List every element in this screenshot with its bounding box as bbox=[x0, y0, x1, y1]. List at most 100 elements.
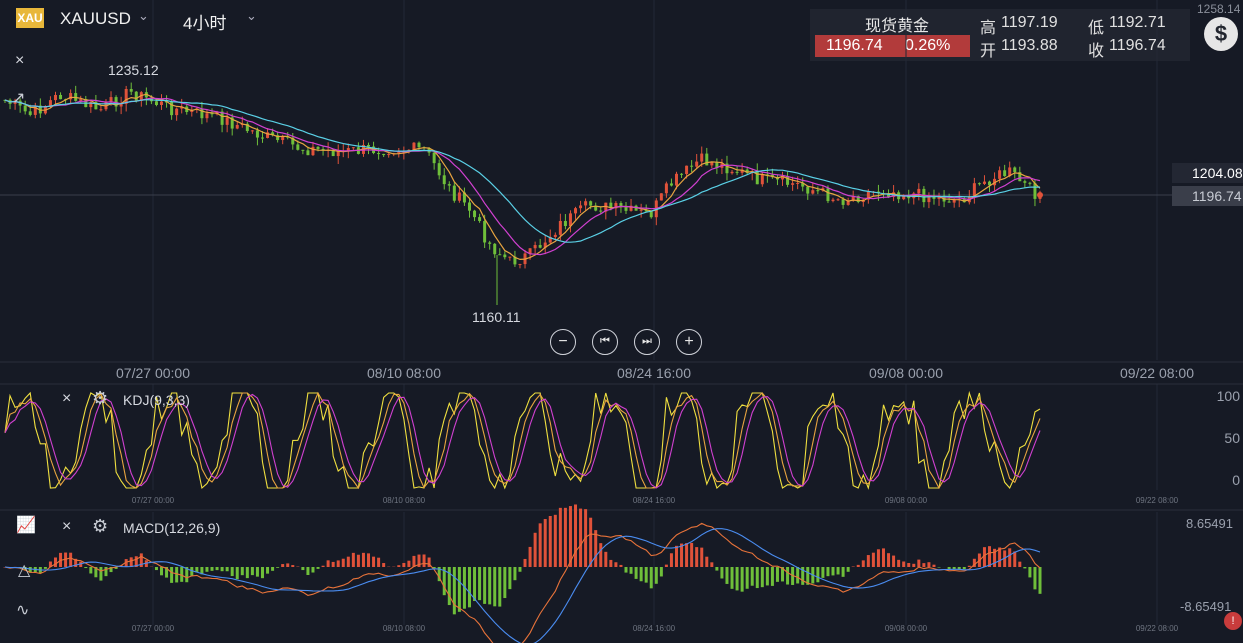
kdj-x-tick: 07/27 00:00 bbox=[132, 496, 175, 505]
macd-bar bbox=[1028, 567, 1032, 578]
drawing-tool-icon[interactable]: △ bbox=[18, 562, 31, 579]
candle-body bbox=[664, 183, 668, 194]
macd-bar bbox=[467, 567, 471, 608]
macd-bar bbox=[215, 567, 219, 571]
macd-bar bbox=[402, 562, 406, 567]
zoom-in-button[interactable]: + bbox=[676, 329, 702, 355]
macd-x-tick: 07/27 00:00 bbox=[132, 624, 175, 633]
candle-body bbox=[488, 242, 492, 244]
candle-body bbox=[710, 162, 714, 166]
candle-body bbox=[851, 196, 855, 201]
gear-icon[interactable]: ⚙ bbox=[92, 388, 109, 408]
candle-body bbox=[220, 111, 224, 125]
candle-body bbox=[887, 194, 891, 197]
candle-body bbox=[1023, 181, 1027, 183]
chevron-down-icon[interactable]: ⌄ bbox=[138, 8, 149, 23]
candle-body bbox=[866, 191, 870, 200]
candle-body bbox=[94, 101, 98, 110]
candle-body bbox=[109, 97, 113, 102]
candle-body bbox=[432, 152, 436, 164]
macd-bar bbox=[836, 567, 840, 575]
candle-body bbox=[811, 190, 815, 194]
macd-bar bbox=[725, 567, 729, 584]
x-axis-tick: 08/10 08:00 bbox=[367, 365, 441, 381]
close-icon[interactable]: × bbox=[15, 52, 25, 69]
candle-body bbox=[276, 135, 280, 141]
chart-tool-icon[interactable]: 📈 bbox=[16, 517, 36, 534]
next-button[interactable]: ⏭ bbox=[634, 329, 660, 355]
dollar-icon[interactable]: $ bbox=[1204, 17, 1238, 51]
macd-bar bbox=[826, 567, 830, 577]
macd-bar bbox=[306, 567, 310, 576]
candle-body bbox=[796, 182, 800, 184]
candle-body bbox=[48, 100, 52, 106]
pulse-tool-icon[interactable]: ∿ bbox=[16, 602, 30, 619]
candle-body bbox=[977, 183, 981, 185]
macd-bar bbox=[922, 563, 926, 567]
candle-body bbox=[755, 170, 759, 185]
gear-icon[interactable]: ⚙ bbox=[92, 516, 109, 536]
candle-body bbox=[139, 92, 143, 101]
x-axis-tick: 09/22 08:00 bbox=[1120, 365, 1194, 381]
macd-bar bbox=[503, 567, 507, 599]
macd-bar bbox=[462, 567, 466, 609]
macd-bar bbox=[730, 567, 734, 589]
macd-bar bbox=[917, 559, 921, 567]
candle-body bbox=[563, 220, 567, 227]
timeframe-selector[interactable]: 4小时 bbox=[183, 14, 227, 33]
chevron-down-icon[interactable]: ⌄ bbox=[246, 8, 257, 23]
zoom-out-button[interactable]: − bbox=[550, 329, 576, 355]
candle-body bbox=[483, 221, 487, 243]
macd-bar bbox=[245, 567, 249, 579]
macd-bar bbox=[957, 567, 961, 570]
macd-bar bbox=[669, 553, 673, 567]
candle-body bbox=[301, 149, 305, 151]
macd-bar bbox=[786, 567, 790, 585]
macd-bar bbox=[634, 567, 638, 579]
candle-body bbox=[599, 210, 603, 212]
macd-bar bbox=[659, 567, 663, 577]
quote-last-price: 1196.74 bbox=[826, 37, 883, 54]
alert-icon[interactable]: ! bbox=[1224, 612, 1242, 630]
macd-bar bbox=[801, 567, 805, 585]
x-axis-tick: 09/08 00:00 bbox=[869, 365, 943, 381]
candle-body bbox=[200, 108, 204, 119]
macd-bar bbox=[331, 561, 335, 567]
macd-bar bbox=[240, 567, 244, 576]
macd-bar bbox=[644, 567, 648, 583]
expand-icon[interactable]: ↗ bbox=[12, 90, 26, 107]
candle-body bbox=[614, 203, 618, 209]
macd-bar bbox=[109, 567, 113, 573]
prev-button[interactable]: ⏮ bbox=[592, 329, 618, 355]
last-price-dot bbox=[1037, 192, 1043, 198]
candle-body bbox=[735, 171, 739, 173]
candle-body bbox=[932, 196, 936, 199]
candle-body bbox=[205, 113, 209, 119]
macd-bar bbox=[604, 551, 608, 567]
macd-top-value: 8.65491 bbox=[1186, 516, 1233, 531]
candle-body bbox=[351, 147, 355, 149]
close-kdj-icon[interactable]: × bbox=[62, 390, 72, 407]
max-price-label: 1235.12 bbox=[108, 62, 159, 78]
candle-body bbox=[998, 170, 1002, 179]
macd-bar bbox=[427, 557, 431, 567]
macd-bar bbox=[755, 567, 759, 589]
candle-body bbox=[659, 193, 663, 201]
close-macd-icon[interactable]: × bbox=[62, 518, 72, 535]
candle-body bbox=[417, 142, 421, 148]
candle-body bbox=[286, 136, 290, 138]
macd-bar bbox=[967, 565, 971, 567]
macd-x-tick: 08/10 08:00 bbox=[383, 624, 426, 633]
macd-bar bbox=[361, 552, 365, 567]
macd-bar bbox=[407, 560, 411, 567]
candle-body bbox=[947, 201, 951, 203]
candle-body bbox=[781, 176, 785, 180]
candle-body bbox=[114, 97, 118, 107]
candle-body bbox=[1008, 167, 1012, 177]
symbol-selector[interactable]: XAUUSD bbox=[60, 9, 131, 28]
macd-bar bbox=[861, 560, 865, 567]
macd-bar bbox=[745, 567, 749, 589]
candle-body bbox=[467, 202, 471, 211]
candle-body bbox=[518, 264, 522, 266]
